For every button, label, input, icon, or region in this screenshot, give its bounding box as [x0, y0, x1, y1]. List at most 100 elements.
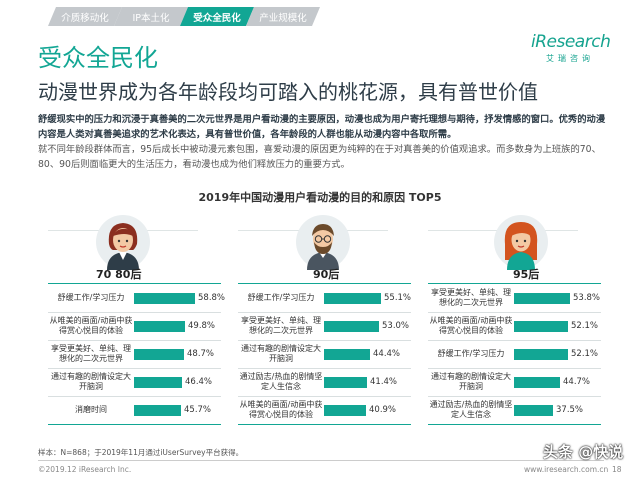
- footer-divider: [38, 460, 604, 461]
- group-label-90: 90后: [313, 268, 340, 281]
- bar: [324, 321, 379, 332]
- summary-normal-text: 就不同年龄段群体而言，95后成长中被动漫元素包围，喜爱动漫的原因更为纯粹的在于对…: [38, 144, 601, 170]
- nav-tab-ip[interactable]: IP本土化: [114, 7, 188, 26]
- bar: [134, 377, 182, 388]
- bar-category-label: 通过有趣的剧情设定大开脑洞: [431, 372, 511, 391]
- logo-wordmark: iResearch: [531, 32, 611, 52]
- chart-panel-70-80: 舒缓工作/学习压力 58.8% 从唯美的画面/动画中获得赏心悦目的体验 49.8% 享受…: [48, 283, 225, 425]
- bar: [324, 293, 381, 304]
- bar: [134, 321, 185, 332]
- section-title: 受众全民化: [38, 44, 158, 72]
- chart-panel-90: 舒缓工作/学习压力 55.1% 享受更美好、单纯、理想化的二次元世界 53.0% 通过有…: [238, 283, 411, 425]
- row-divider: [48, 396, 221, 397]
- summary-paragraph: 舒缓现实中的压力和沉浸于真善美的二次元世界是用户看动漫的主要原因，动漫也成为用户…: [38, 112, 606, 172]
- bar-category-label: 享受更美好、单纯、理想化的二次元世界: [51, 344, 131, 363]
- copyright: ©2019.12 iResearch Inc.: [38, 465, 132, 474]
- iresearch-logo: iResearch 艾瑞咨询: [531, 32, 611, 64]
- bar-row: 从唯美的画面/动画中获得赏心悦目的体验 49.8%: [48, 312, 221, 340]
- bar-row: 消磨时间 45.7%: [48, 396, 221, 424]
- bar-category-label: 舒缓工作/学习压力: [247, 293, 315, 302]
- row-divider: [48, 340, 221, 341]
- bar-row: 从唯美的画面/动画中获得赏心悦目的体验 40.9%: [238, 396, 411, 424]
- bar: [324, 405, 366, 416]
- bar-row: 舒缓工作/学习压力 55.1%: [238, 284, 411, 312]
- bar: [514, 321, 568, 332]
- row-divider: [48, 368, 221, 369]
- bar-row: 通过有趣的剧情设定大开脑洞 46.4%: [48, 368, 221, 396]
- bar: [134, 405, 181, 416]
- page-number: 18: [612, 465, 622, 474]
- bar: [514, 349, 568, 360]
- bar-row: 从唯美的画面/动画中获得赏心悦目的体验 52.1%: [428, 312, 601, 340]
- bar-value-label: 48.7%: [187, 349, 215, 359]
- bar-category-label: 享受更美好、单纯、理想化的二次元世界: [241, 316, 321, 335]
- headline: 动漫世界成为各年龄段均可踏入的桃花源，具有普世价值: [38, 80, 538, 104]
- bar: [514, 377, 560, 388]
- bar-value-label: 53.8%: [573, 293, 601, 303]
- bar-value-label: 55.1%: [384, 293, 412, 303]
- sample-source-note: 样本：N=868；于2019年11月通过iUserSurvey平台获得。: [38, 448, 244, 457]
- bar: [134, 293, 195, 304]
- bar-category-label: 从唯美的画面/动画中获得赏心悦目的体验: [239, 400, 323, 419]
- young-woman-avatar-icon: [493, 214, 549, 270]
- summary-bold-text: 舒缓现实中的压力和沉浸于真善美的二次元世界是用户看动漫的主要原因，动漫也成为用户…: [38, 114, 606, 140]
- bar-category-label: 从唯美的画面/动画中获得赏心悦目的体验: [49, 316, 133, 335]
- bar-category-label: 通过有趣的剧情设定大开脑洞: [241, 344, 321, 363]
- row-divider: [238, 340, 411, 341]
- row-divider: [48, 312, 221, 313]
- bar-value-label: 49.8%: [188, 321, 216, 331]
- bar-row: 通过有趣的剧情设定大开脑洞 44.4%: [238, 340, 411, 368]
- group-label-70-80: 70 80后: [96, 268, 142, 281]
- chart-title: 2019年中国动漫用户看动漫的目的和原因 TOP5: [198, 191, 442, 204]
- bar-value-label: 37.5%: [556, 405, 584, 415]
- bar-category-label: 舒缓工作/学习压力: [57, 293, 125, 302]
- bar-row: 舒缓工作/学习压力 52.1%: [428, 340, 601, 368]
- bar: [514, 293, 570, 304]
- bar-category-label: 享受更美好、单纯、理想化的二次元世界: [431, 288, 511, 307]
- nav-tab-audience[interactable]: 受众全民化: [180, 7, 254, 26]
- bar-value-label: 46.4%: [185, 377, 213, 387]
- row-divider: [428, 340, 601, 341]
- website-link[interactable]: www.iresearch.com.cn: [524, 465, 609, 474]
- bearded-man-avatar-icon: [295, 214, 351, 270]
- bar-value-label: 53.0%: [382, 321, 410, 331]
- bar: [324, 349, 370, 360]
- bar-value-label: 52.1%: [571, 321, 599, 331]
- bar: [514, 405, 553, 416]
- row-divider: [238, 396, 411, 397]
- logo-subtitle: 艾瑞咨询: [546, 54, 594, 63]
- bar-category-label: 通过励志/热血的剧情坚定人生信念: [429, 400, 513, 419]
- bar-value-label: 58.8%: [198, 293, 226, 303]
- bar-row: 通过励志/热血的剧情坚定人生信念 41.4%: [238, 368, 411, 396]
- bar-category-label: 舒缓工作/学习压力: [437, 349, 505, 358]
- bar-row: 通过有趣的剧情设定大开脑洞 44.7%: [428, 368, 601, 396]
- bar-row: 享受更美好、单纯、理想化的二次元世界 48.7%: [48, 340, 221, 368]
- bar-value-label: 44.7%: [563, 377, 591, 387]
- bar-value-label: 40.9%: [369, 405, 397, 415]
- bar-row: 通过励志/热血的剧情坚定人生信念 37.5%: [428, 396, 601, 424]
- nav-tab-industry[interactable]: 产业规模化: [246, 7, 320, 26]
- bar-value-label: 44.4%: [373, 349, 401, 359]
- top-nav: 介质移动化 IP本土化 受众全民化 产业规模化: [48, 7, 312, 26]
- row-divider: [428, 368, 601, 369]
- row-divider: [238, 368, 411, 369]
- bar-value-label: 41.4%: [370, 377, 398, 387]
- bar-category-label: 消磨时间: [75, 405, 107, 414]
- bar: [324, 377, 367, 388]
- group-label-95: 95后: [513, 268, 540, 281]
- bar-row: 享受更美好、单纯、理想化的二次元世界 53.8%: [428, 284, 601, 312]
- bar-category-label: 从唯美的画面/动画中获得赏心悦目的体验: [429, 316, 513, 335]
- bar-category-label: 通过有趣的剧情设定大开脑洞: [51, 372, 131, 391]
- row-divider: [428, 396, 601, 397]
- bar-row: 舒缓工作/学习压力 58.8%: [48, 284, 225, 312]
- nav-tab-media[interactable]: 介质移动化: [48, 7, 122, 26]
- bar-value-label: 52.1%: [571, 349, 599, 359]
- chart-panel-95: 享受更美好、单纯、理想化的二次元世界 53.8% 从唯美的画面/动画中获得赏心悦目的…: [428, 283, 601, 425]
- row-divider: [238, 312, 411, 313]
- bar-value-label: 45.7%: [184, 405, 212, 415]
- watermark: 头条 @快说: [543, 443, 624, 461]
- bar-row: 享受更美好、单纯、理想化的二次元世界 53.0%: [238, 312, 411, 340]
- woman-avatar-icon: [95, 214, 151, 270]
- row-divider: [428, 312, 601, 313]
- bar: [134, 349, 184, 360]
